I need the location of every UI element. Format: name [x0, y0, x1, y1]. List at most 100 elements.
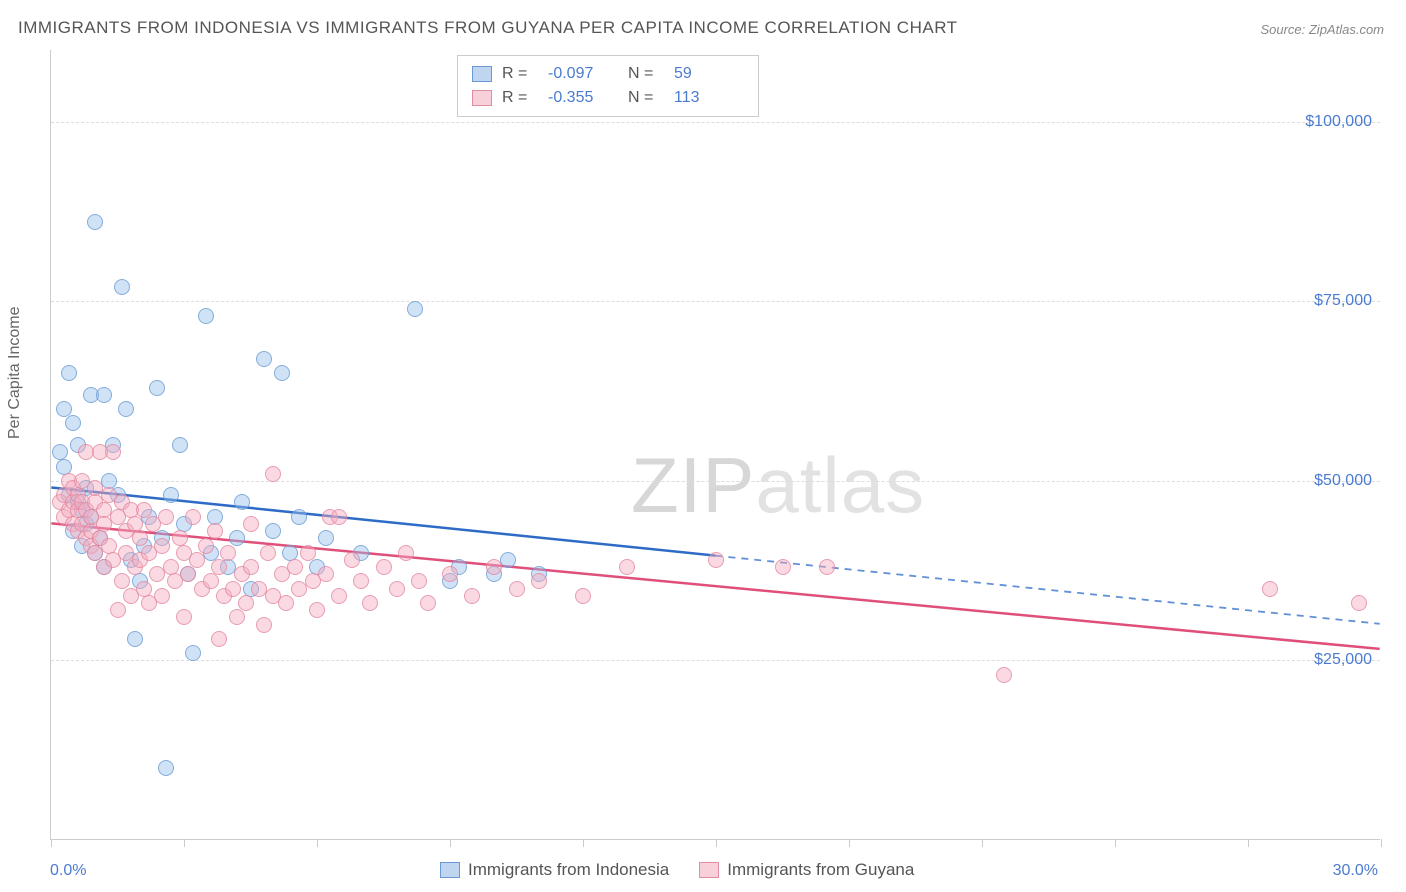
data-point: [243, 559, 259, 575]
data-point: [708, 552, 724, 568]
r-label: R =: [502, 86, 538, 110]
swatch-guyana: [472, 90, 492, 106]
data-point: [265, 466, 281, 482]
chart-title: IMMIGRANTS FROM INDONESIA VS IMMIGRANTS …: [18, 18, 958, 38]
x-tick: [1248, 839, 1249, 847]
stats-row-guyana: R = -0.355 N = 113: [472, 86, 744, 110]
data-point: [114, 279, 130, 295]
data-point: [234, 494, 250, 510]
x-tick: [450, 839, 451, 847]
data-point: [220, 545, 236, 561]
data-point: [61, 365, 77, 381]
data-point: [136, 502, 152, 518]
n-value-indonesia: 59: [674, 62, 744, 86]
data-point: [154, 538, 170, 554]
data-point: [238, 595, 254, 611]
data-point: [105, 444, 121, 460]
source-attribution: Source: ZipAtlas.com: [1260, 22, 1384, 37]
watermark: ZIPatlas: [631, 440, 925, 531]
x-tick: [1115, 839, 1116, 847]
gridline: [51, 481, 1380, 482]
data-point: [260, 545, 276, 561]
r-value-guyana: -0.355: [548, 86, 618, 110]
x-tick: [184, 839, 185, 847]
data-point: [996, 667, 1012, 683]
swatch-indonesia: [440, 862, 460, 878]
data-point: [300, 545, 316, 561]
y-tick-label: $100,000: [1305, 113, 1372, 131]
data-point: [353, 573, 369, 589]
data-point: [291, 509, 307, 525]
data-point: [486, 559, 502, 575]
data-point: [172, 437, 188, 453]
watermark-zip: ZIP: [631, 441, 755, 529]
data-point: [575, 588, 591, 604]
watermark-atlas: atlas: [755, 441, 925, 529]
data-point: [256, 351, 272, 367]
data-point: [87, 214, 103, 230]
x-tick: [982, 839, 983, 847]
data-point: [127, 631, 143, 647]
x-tick: [1381, 839, 1382, 847]
data-point: [775, 559, 791, 575]
y-tick-label: $25,000: [1314, 651, 1372, 669]
data-point: [1351, 595, 1367, 611]
data-point: [149, 380, 165, 396]
x-tick: [317, 839, 318, 847]
data-point: [819, 559, 835, 575]
data-point: [1262, 581, 1278, 597]
data-point: [180, 566, 196, 582]
data-point: [531, 573, 547, 589]
data-point: [132, 530, 148, 546]
data-point: [114, 573, 130, 589]
data-point: [225, 581, 241, 597]
data-point: [211, 631, 227, 647]
data-point: [318, 566, 334, 582]
data-point: [185, 645, 201, 661]
data-point: [185, 509, 201, 525]
data-point: [207, 523, 223, 539]
data-point: [274, 365, 290, 381]
swatch-guyana: [699, 862, 719, 878]
legend-label-guyana: Immigrants from Guyana: [727, 860, 914, 880]
data-point: [411, 573, 427, 589]
data-point: [265, 523, 281, 539]
legend-label-indonesia: Immigrants from Indonesia: [468, 860, 669, 880]
r-value-indonesia: -0.097: [548, 62, 618, 86]
x-axis-max-label: 30.0%: [1333, 862, 1378, 880]
legend-item-indonesia: Immigrants from Indonesia: [440, 860, 669, 880]
data-point: [420, 595, 436, 611]
data-point: [158, 760, 174, 776]
stats-row-indonesia: R = -0.097 N = 59: [472, 62, 744, 86]
stats-legend: R = -0.097 N = 59 R = -0.355 N = 113: [457, 55, 759, 117]
data-point: [344, 552, 360, 568]
data-point: [362, 595, 378, 611]
swatch-indonesia: [472, 66, 492, 82]
data-point: [278, 595, 294, 611]
data-point: [198, 538, 214, 554]
data-point: [376, 559, 392, 575]
gridline: [51, 122, 1380, 123]
y-tick-label: $75,000: [1314, 292, 1372, 310]
x-tick: [51, 839, 52, 847]
data-point: [118, 401, 134, 417]
plot-area: ZIPatlas $25,000$50,000$75,000$100,000: [50, 50, 1380, 840]
trend-lines-layer: [51, 50, 1380, 839]
data-point: [389, 581, 405, 597]
data-point: [318, 530, 334, 546]
data-point: [189, 552, 205, 568]
gridline: [51, 660, 1380, 661]
r-label: R =: [502, 62, 538, 86]
data-point: [464, 588, 480, 604]
data-point: [287, 559, 303, 575]
data-point: [331, 588, 347, 604]
data-point: [229, 609, 245, 625]
data-point: [509, 581, 525, 597]
data-point: [176, 609, 192, 625]
data-point: [211, 559, 227, 575]
data-point: [56, 401, 72, 417]
data-point: [331, 509, 347, 525]
series-legend: Immigrants from Indonesia Immigrants fro…: [440, 860, 914, 880]
data-point: [96, 387, 112, 403]
data-point: [442, 566, 458, 582]
